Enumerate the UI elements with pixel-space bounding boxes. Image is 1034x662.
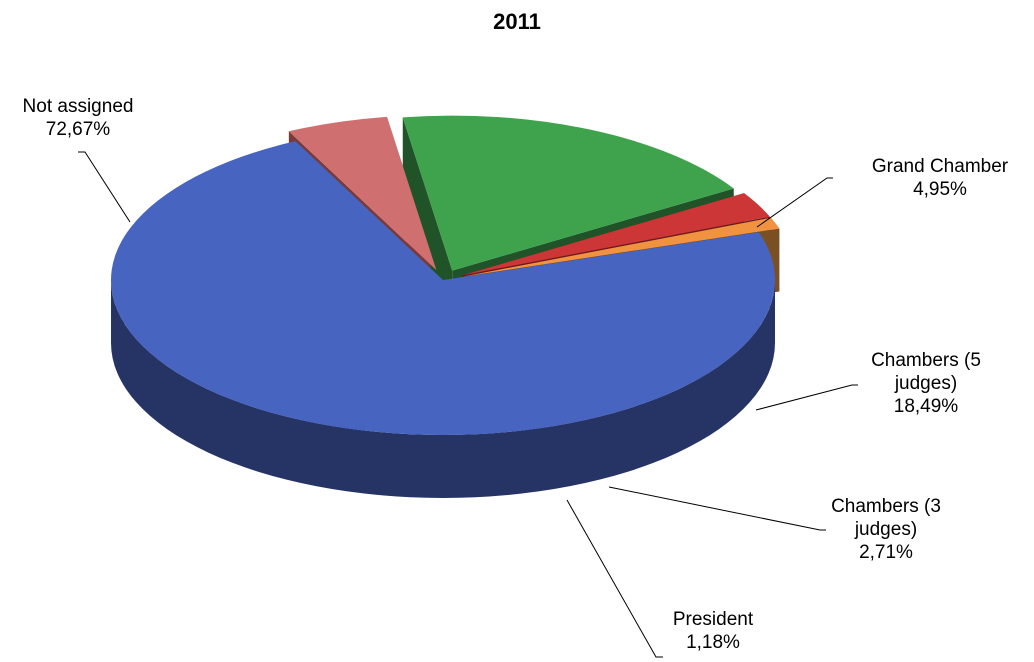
pie-slice-grand-chamber <box>288 116 437 271</box>
label-name: Chambers (5 <box>871 350 981 371</box>
label-grand-chamber: Grand Chamber 4,95% <box>850 155 1030 201</box>
label-name: Grand Chamber <box>871 156 1009 177</box>
leader-line-chambers-3-judges <box>608 486 826 531</box>
leader-line-not-assigned <box>78 151 131 223</box>
leader-line-grand-chamber <box>756 177 833 228</box>
pie-slice-side-not-assigned <box>111 280 775 498</box>
label-value: 72,67% <box>45 119 111 140</box>
label-name-cont: judges) <box>894 373 958 394</box>
label-value: 18,49% <box>893 396 959 417</box>
label-chambers-3: Chambers (3 judges) 2,71% <box>806 495 966 564</box>
pie-slice-chambers-5-judges <box>402 115 734 271</box>
label-value: 1,18% <box>686 632 740 653</box>
pie-slice-chambers-3-judges <box>462 193 770 276</box>
label-name: President <box>672 609 754 630</box>
label-name: Chambers (3 <box>831 496 941 517</box>
leader-line-president <box>566 499 663 658</box>
label-value: 2,71% <box>859 542 913 563</box>
pie-slice-not-assigned <box>110 141 775 435</box>
label-not-assigned: Not assigned 72,67% <box>4 95 152 141</box>
chart-title: 2011 <box>493 9 541 34</box>
label-value: 4,95% <box>913 179 967 200</box>
leader-line-chambers-5-judges <box>755 384 858 411</box>
label-name: Not assigned <box>22 96 134 117</box>
label-president: President 1,18% <box>653 608 773 654</box>
pie-slice-president <box>463 217 780 277</box>
label-chambers-5: Chambers (5 judges) 18,49% <box>846 349 1006 418</box>
label-name-cont: judges) <box>854 519 918 540</box>
